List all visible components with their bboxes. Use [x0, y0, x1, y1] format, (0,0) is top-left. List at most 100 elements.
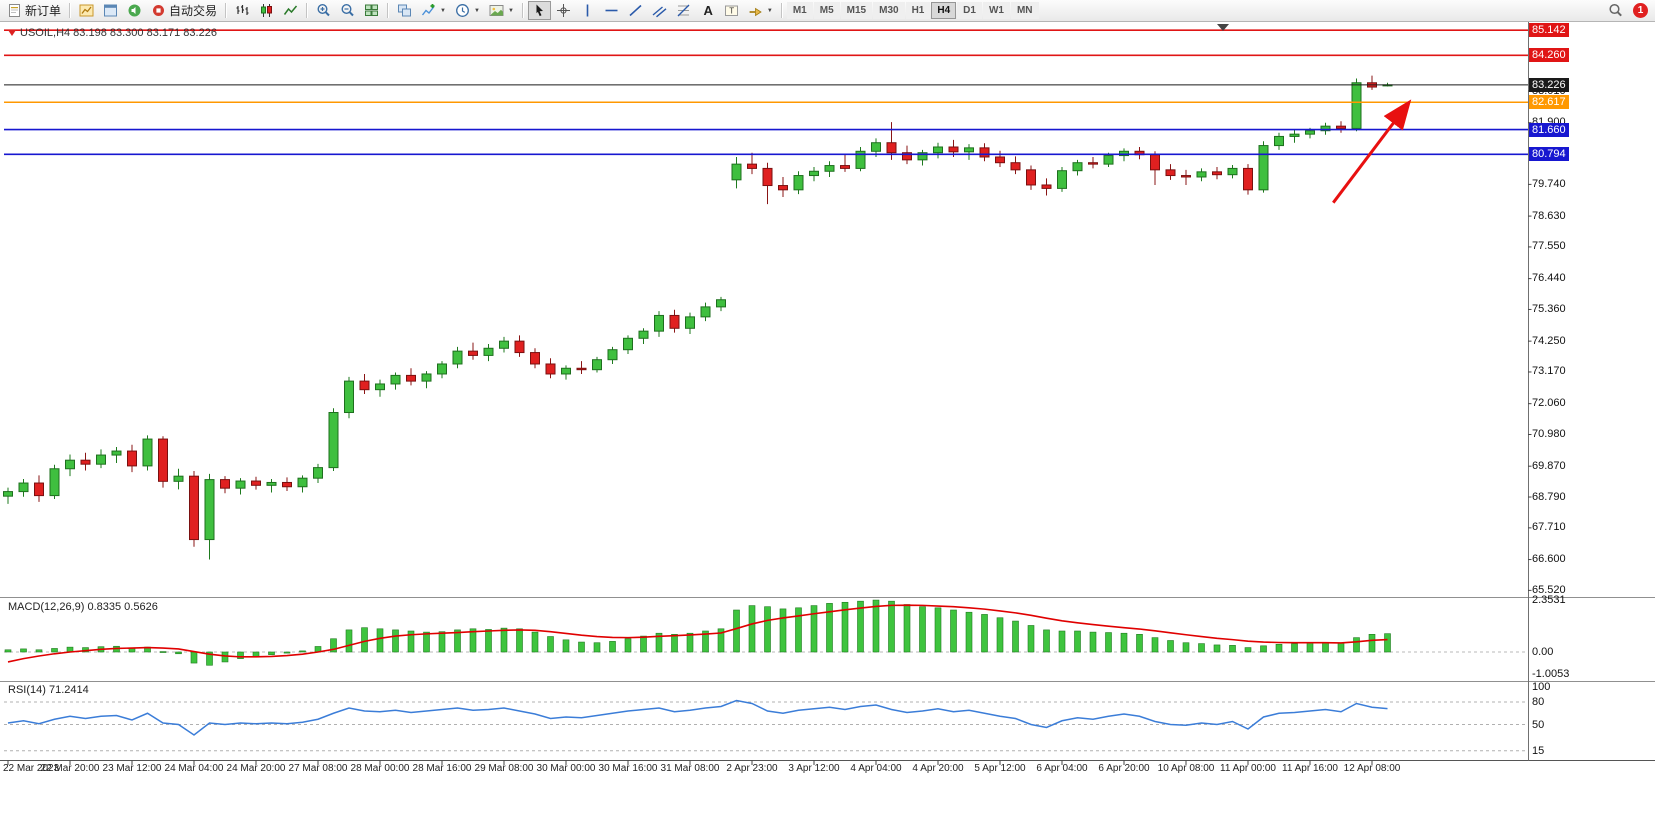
time-axis-label: 10 Apr 08:00: [1157, 763, 1215, 774]
time-axis-label: 2 Apr 23:00: [726, 763, 778, 774]
price-line-badge: 84.260: [1529, 48, 1569, 63]
time-axis-label: 22 Mar 2023: [3, 763, 60, 774]
tile-windows-icon: [364, 3, 379, 18]
svg-text:A: A: [703, 3, 713, 18]
data-window-button[interactable]: [99, 1, 122, 20]
trend-arrow-annotation[interactable]: [1332, 99, 1412, 204]
time-axis-label: 31 Mar 08:00: [660, 763, 720, 774]
zoom-out-icon: [340, 3, 355, 18]
toolbar: 新订单 自动交易 ▼ ▼ ▼ A T ▼ M1 M5 M15 M30 H1 H4 D1 W1 MN 1: [0, 0, 1655, 22]
text-tool-button[interactable]: A: [696, 1, 719, 20]
channel-icon: [652, 3, 667, 18]
add-indicator-button[interactable]: ▼: [417, 1, 450, 20]
price-line-badge: 82.617: [1529, 95, 1569, 110]
timeframe-button-mn[interactable]: MN: [1010, 2, 1039, 19]
time-axis-label: 28 Mar 00:00: [350, 763, 410, 774]
svg-text:T: T: [729, 7, 734, 16]
timeframe-button-m1[interactable]: M1: [786, 2, 813, 19]
time-axis-label: 23 Mar 12:00: [102, 763, 162, 774]
hline-icon: [604, 3, 619, 18]
price-axis-label: 77.550: [1532, 240, 1566, 253]
timeframe-button-w1[interactable]: W1: [982, 2, 1010, 19]
vline-button[interactable]: [576, 1, 599, 20]
zoom-out-button[interactable]: [336, 1, 359, 20]
periods-icon: [455, 3, 470, 18]
notification-badge[interactable]: 1: [1633, 3, 1648, 18]
add-indicator-icon: [421, 3, 436, 18]
trendline-button[interactable]: [624, 1, 647, 20]
rsi-scale-label: 80: [1532, 696, 1545, 708]
price-axis-label: 78.630: [1532, 209, 1566, 222]
rsi-scale-label: 100: [1532, 681, 1551, 693]
toolbar-separator: [780, 3, 783, 18]
time-axis-label: 30 Mar 00:00: [536, 763, 596, 774]
timeframe-button-h1[interactable]: H1: [905, 2, 931, 19]
new-order-button[interactable]: 新订单: [3, 1, 65, 20]
tick-down-icon: [8, 30, 16, 36]
crosshair-button[interactable]: [552, 1, 575, 20]
bars-icon: [235, 3, 250, 18]
time-axis-label: 11 Apr 16:00: [1282, 763, 1338, 774]
chart-window[interactable]: USOIL,H4 83.198 83.300 83.171 83.226 MAC…: [0, 22, 1655, 825]
macd-layer: [4, 599, 1391, 666]
price-axis-label: 72.060: [1532, 397, 1566, 410]
price-axis-label: 66.600: [1532, 553, 1566, 566]
macd-scale-label: -1.0053: [1532, 668, 1570, 681]
price-line-badge: 81.660: [1529, 122, 1569, 137]
fibo-button[interactable]: [672, 1, 695, 20]
new-order-icon: [7, 3, 22, 18]
price-axis-label: 79.740: [1532, 177, 1566, 190]
line-mode-button[interactable]: [279, 1, 302, 20]
toolbar-separator: [387, 3, 390, 18]
macd-signal-line: [7, 604, 1388, 663]
timeframe-button-m15[interactable]: M15: [840, 2, 873, 19]
time-axis-label: 24 Mar 20:00: [226, 763, 286, 774]
candles-mode-button[interactable]: [255, 1, 278, 20]
timeframe-button-m30[interactable]: M30: [873, 2, 905, 19]
search-button[interactable]: [1604, 1, 1627, 20]
timeframe-button-d1[interactable]: D1: [957, 2, 982, 19]
zoom-in-button[interactable]: [312, 1, 335, 20]
tile-windows-button[interactable]: [360, 1, 383, 20]
rsi-label: RSI(14) 71.2414: [8, 684, 89, 696]
timeframe-button-h4[interactable]: H4: [931, 2, 957, 19]
zoom-in-icon: [316, 3, 331, 18]
templates-button[interactable]: ▼: [485, 1, 518, 20]
time-axis-label: 4 Apr 20:00: [912, 763, 964, 774]
periods-button[interactable]: ▼: [451, 1, 484, 20]
time-axis-label: 29 Mar 08:00: [474, 763, 534, 774]
price-axis-label: 74.250: [1532, 334, 1566, 347]
rsi-scale-label: 15: [1532, 744, 1545, 757]
market-watch-icon: [79, 3, 94, 18]
price-lines-layer: [4, 29, 1528, 156]
text-icon: A: [700, 3, 715, 18]
toolbar-separator: [225, 3, 228, 18]
bars-mode-button[interactable]: [231, 1, 254, 20]
chart-plot[interactable]: [0, 22, 1655, 825]
crosshair-icon: [556, 3, 571, 18]
channel-button[interactable]: [648, 1, 671, 20]
symbol-info: USOIL,H4 83.198 83.300 83.171 83.226: [8, 27, 217, 39]
sound-button[interactable]: [123, 1, 146, 20]
data-window-icon: [103, 3, 118, 18]
shapes-button[interactable]: ▼: [744, 1, 777, 20]
label-tool-button[interactable]: T: [720, 1, 743, 20]
shapes-icon: [748, 3, 763, 18]
price-axis-label: 70.980: [1532, 427, 1566, 440]
price-axis-label: 76.440: [1532, 272, 1566, 285]
timeframe-button-m5[interactable]: M5: [813, 2, 840, 19]
autotrade-icon: [151, 3, 166, 18]
rsi-scale-label: 50: [1532, 718, 1545, 731]
price-axis-label: 69.870: [1532, 459, 1566, 472]
cursor-icon: [532, 3, 547, 18]
price-axis-label: 73.170: [1532, 365, 1566, 378]
autotrade-button[interactable]: 自动交易: [147, 1, 221, 20]
price-axis-label: 68.790: [1532, 490, 1566, 503]
candles-icon: [259, 3, 274, 18]
chart-shift-marker: [1217, 24, 1229, 31]
market-watch-button[interactable]: [75, 1, 98, 20]
cursor-button[interactable]: [527, 1, 551, 20]
arrange-windows-button[interactable]: [393, 1, 416, 20]
hline-button[interactable]: [600, 1, 623, 20]
time-axis-label: 24 Mar 04:00: [164, 763, 224, 774]
